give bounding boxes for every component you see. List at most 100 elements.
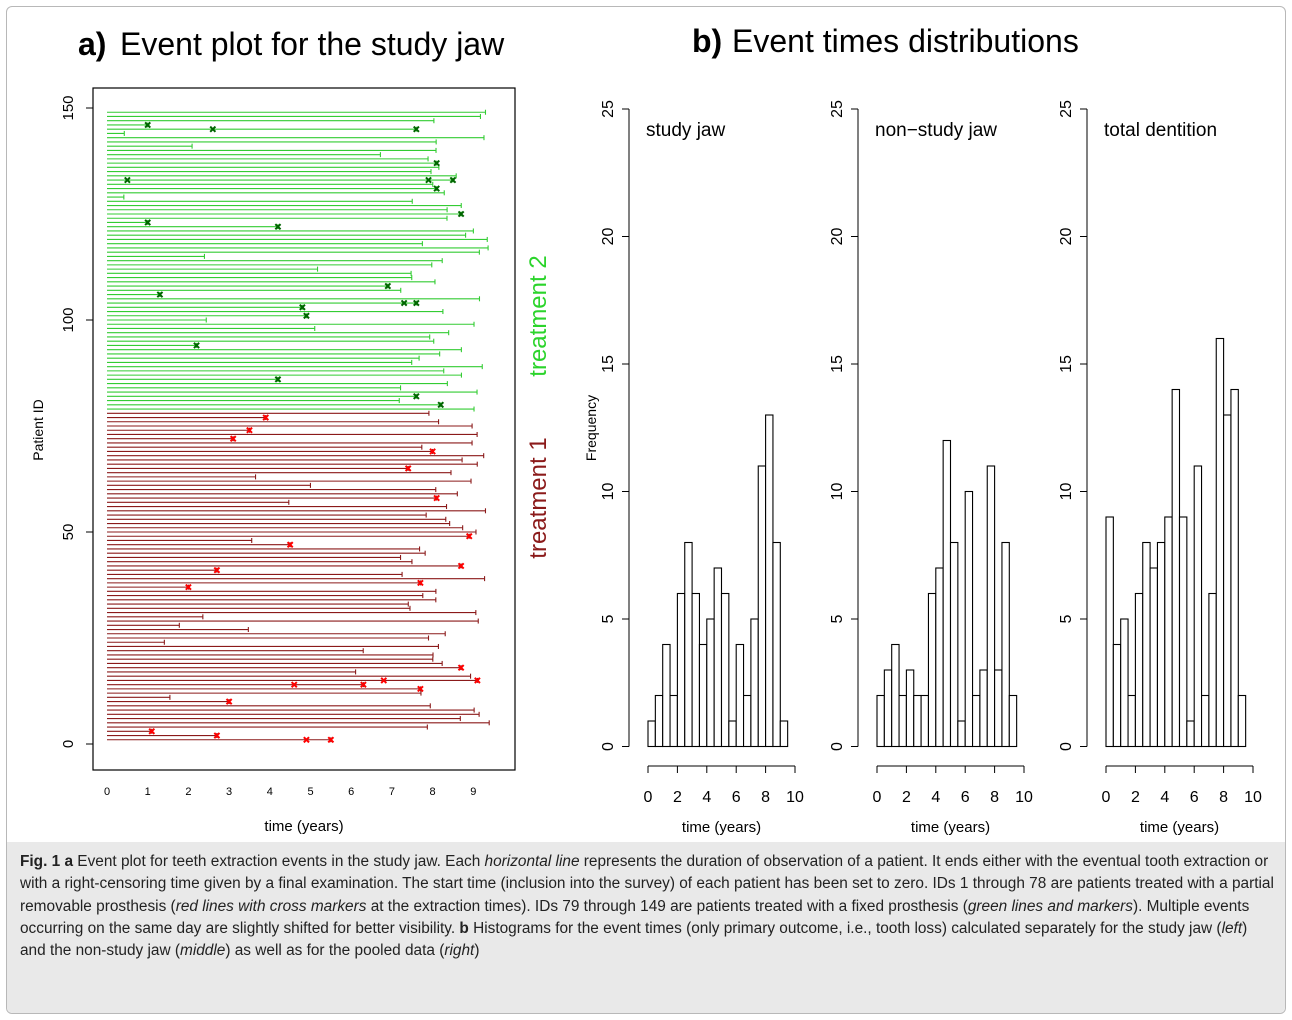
histogram-bar <box>898 694 907 748</box>
histogram-x-tick-label: 4 <box>931 789 940 806</box>
event-marker-stroke <box>417 579 424 587</box>
histogram-title: non−study jaw <box>875 120 997 141</box>
histogram-bar <box>942 439 952 748</box>
histogram-x-tick-label: 6 <box>961 789 970 806</box>
histogram-bar <box>654 694 664 748</box>
event-marker-stroke <box>400 299 408 307</box>
event-marker-stroke <box>433 494 440 502</box>
histogram-y-tick-label: 25 <box>829 100 846 118</box>
caption-segment: right <box>444 942 475 960</box>
y-tick-label: 0 <box>60 740 77 748</box>
histogram-y-tick-label: 5 <box>1058 614 1075 623</box>
histogram-bar <box>935 567 944 748</box>
histogram-y-tick-label: 20 <box>1058 228 1075 246</box>
group-label-treatment2: treatment 2 <box>525 255 552 376</box>
event-marker-stroke <box>474 677 481 684</box>
histogram-bar <box>979 669 988 748</box>
histogram-bar <box>698 643 708 748</box>
event-marker <box>246 426 253 434</box>
caption-segment: ). Multiple events occurring on the same… <box>20 897 1250 937</box>
histogram-x-tick-label: 10 <box>786 789 804 806</box>
histogram-bar <box>1149 567 1158 748</box>
event-marker <box>413 299 420 307</box>
caption-segment: Fig. 1 a <box>20 853 74 870</box>
histogram-bar <box>662 643 671 748</box>
event-marker <box>303 312 310 320</box>
panel-b-label: b) <box>692 23 722 59</box>
event-marker-stroke <box>429 448 436 455</box>
event-marker <box>299 303 306 311</box>
histogram-x-tick-label: 6 <box>732 789 741 806</box>
histogram-bar <box>986 465 996 748</box>
event-marker-stroke <box>449 176 457 184</box>
event-plot-ylabel: Patient ID <box>30 399 46 460</box>
histogram-bar <box>1215 337 1225 748</box>
event-marker-stroke <box>465 532 473 540</box>
histogram-y-tick-label: 5 <box>600 614 617 623</box>
event-marker <box>286 541 294 549</box>
histogram-x-tick-label: 6 <box>1190 789 1199 806</box>
event-marker-stroke <box>327 736 335 744</box>
event-marker <box>229 435 237 443</box>
histogram-bar <box>1120 618 1129 748</box>
histogram-y-tick-label: 5 <box>829 614 846 623</box>
histogram-x-tick-label: 0 <box>1102 789 1111 806</box>
histogram-bar <box>1134 592 1144 748</box>
histogram-bar <box>994 669 1003 748</box>
caption-segment: red lines with cross markers <box>175 897 367 915</box>
event-marker <box>417 579 424 587</box>
x-tick-label: 9 <box>470 786 476 798</box>
histogram-xlabel: time (years) <box>1140 819 1219 836</box>
y-tick-label: 50 <box>60 524 77 541</box>
histogram-title: total dentition <box>1104 120 1217 141</box>
x-tick-label: 6 <box>348 786 354 798</box>
histogram-title: study jaw <box>646 120 725 141</box>
x-tick-label: 3 <box>226 786 232 798</box>
histogram-bar <box>757 465 767 748</box>
event-marker <box>384 282 392 290</box>
event-marker <box>225 698 233 705</box>
event-marker <box>274 376 282 383</box>
event-marker-stroke <box>246 426 253 434</box>
event-plot-axes: 0 1 2 3 4 5 6 7 8 9 0 50 100 150 <box>60 95 476 798</box>
histogram-bar <box>1008 694 1018 748</box>
histogram-non-study-jaw: non−study jaw 0 5 10 15 20 25 0 2 4 6 8 10 time (year… <box>829 100 1033 836</box>
histogram-y-tick-label: 20 <box>829 228 846 246</box>
event-marker <box>465 532 473 540</box>
histogram-bar <box>1223 414 1232 748</box>
histogram-study-jaw: study jaw 0 5 10 15 20 25 0 2 4 6 8 10 time (years) <box>600 100 804 836</box>
histogram-xlabel: time (years) <box>682 819 761 836</box>
histogram-bar <box>971 694 981 748</box>
histogram-total-dentition: total dentition 0 5 10 15 20 25 0 2 4 6 8 10 time (ye… <box>1058 100 1262 836</box>
histogram-bar <box>905 669 915 748</box>
histogram-xlabel: time (years) <box>911 819 990 836</box>
histogram-bar <box>779 720 789 748</box>
event-marker <box>429 448 436 455</box>
histogram-bar <box>1164 516 1173 748</box>
x-tick-label: 1 <box>145 786 151 798</box>
event-marker-stroke <box>437 401 445 409</box>
histogram-x-tick-label: 0 <box>873 789 882 806</box>
histogram-bar <box>964 490 974 748</box>
histogram-y-tick-label: 20 <box>600 228 617 246</box>
panel-b-heading: b) Event times distributions <box>692 23 1079 59</box>
caption-background <box>7 842 1285 1013</box>
event-marker-stroke <box>209 125 217 133</box>
histogram-bar <box>883 669 893 748</box>
event-marker <box>290 681 298 688</box>
event-marker <box>404 465 412 472</box>
event-marker <box>457 210 465 218</box>
histogram-bar <box>949 541 959 748</box>
event-marker-stroke <box>384 282 392 290</box>
histogram-y-tick-label: 15 <box>829 355 846 373</box>
event-marker <box>144 121 152 129</box>
panel-b-title: Event times distributions <box>732 23 1079 59</box>
histogram-bar <box>720 592 730 748</box>
event-marker-stroke <box>404 465 412 472</box>
histogram-bar <box>1230 388 1239 748</box>
event-marker-stroke <box>413 125 420 133</box>
histogram-y-tick-label: 25 <box>600 100 617 118</box>
event-marker-stroke <box>124 176 131 184</box>
histogram-bar <box>750 618 759 748</box>
histogram-x-tick-label: 4 <box>1160 789 1169 806</box>
